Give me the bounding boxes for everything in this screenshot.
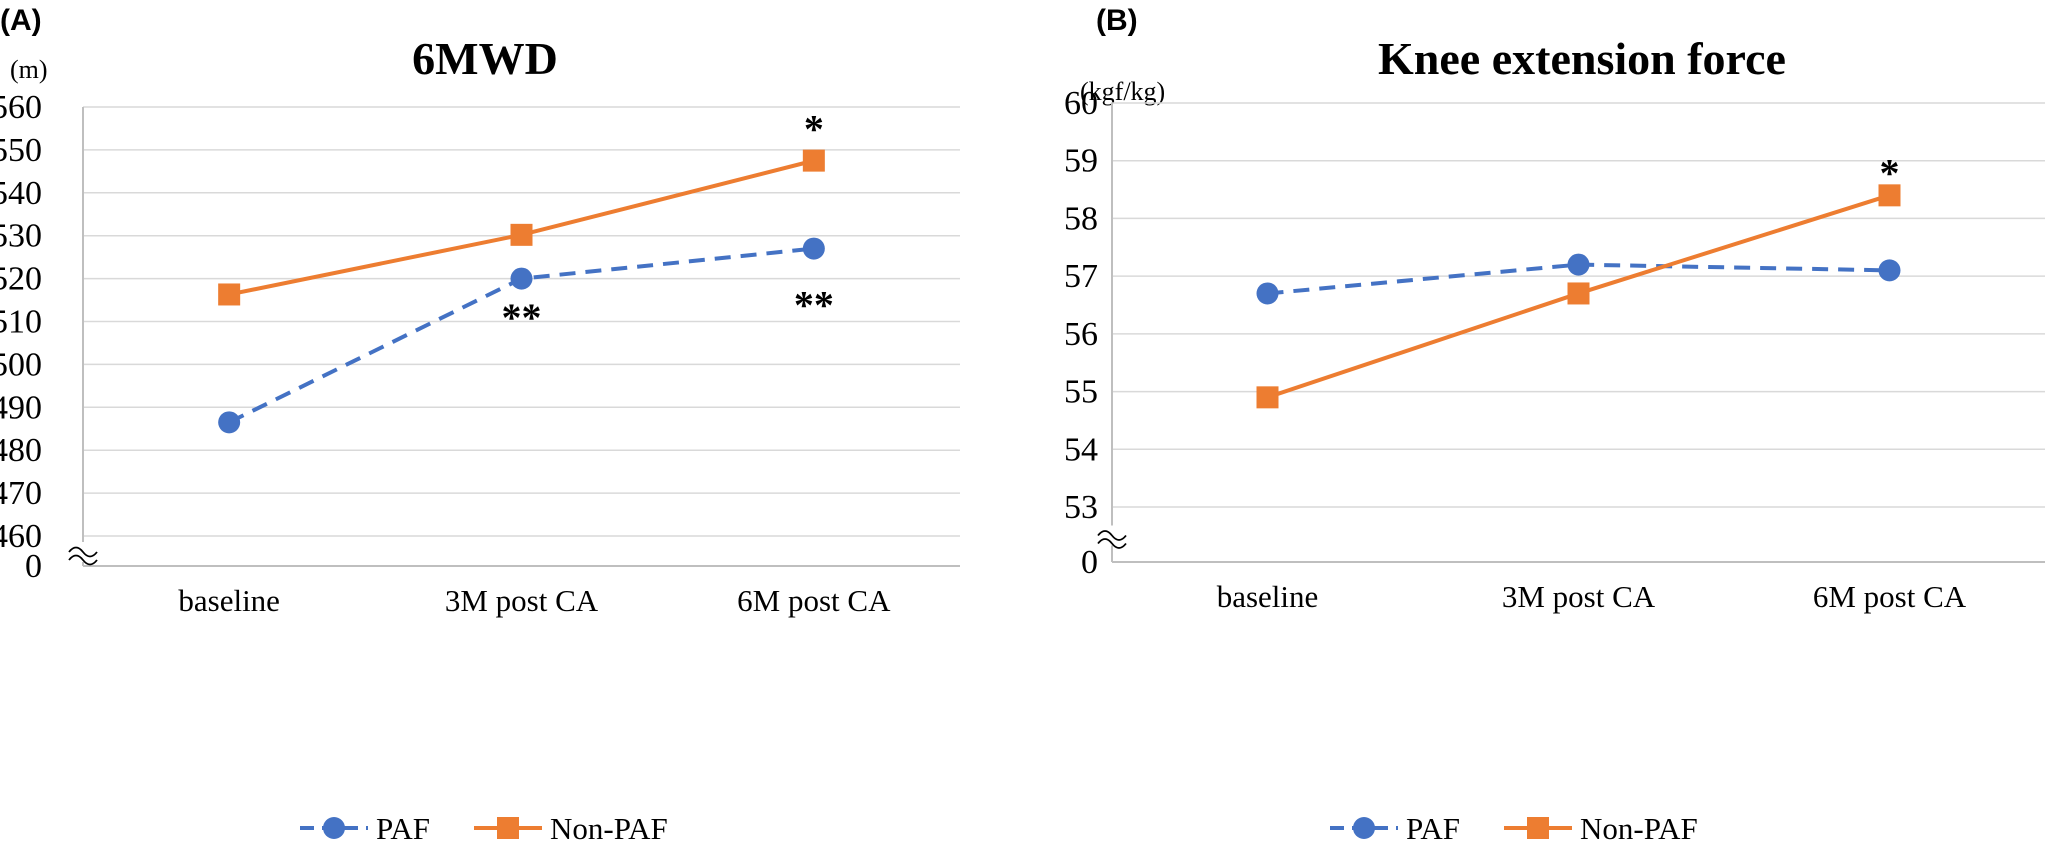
axis-break-icon xyxy=(1097,530,1127,541)
legend-marker-paf xyxy=(1353,817,1375,839)
data-point-paf xyxy=(510,267,533,290)
data-point-non-paf xyxy=(802,149,825,172)
x-tick-label: 3M post CA xyxy=(445,583,599,618)
data-point-paf xyxy=(1567,253,1590,276)
chart-title: 6MWD xyxy=(412,33,558,84)
legend-marker-paf xyxy=(323,817,345,839)
data-point-paf xyxy=(1878,259,1901,282)
y-tick-label: 0 xyxy=(1081,544,1098,581)
y-tick-label: 54 xyxy=(1064,431,1098,468)
y-tick-label: 510 xyxy=(0,304,42,341)
axis-break-icon xyxy=(68,546,98,558)
chart-title: Knee extension force xyxy=(1378,33,1786,84)
y-tick-label: 59 xyxy=(1064,143,1098,180)
y-tick-label: 55 xyxy=(1064,374,1098,411)
y-tick-label: 480 xyxy=(0,432,42,469)
panel-label: (B) xyxy=(1096,4,1138,37)
y-tick-label: 60 xyxy=(1064,85,1098,122)
y-tick-label: 560 xyxy=(0,89,42,126)
significance-marker: * xyxy=(804,106,824,151)
y-tick-label: 500 xyxy=(0,346,42,383)
legend-marker-non-paf xyxy=(1527,817,1549,839)
chart-panel-a: (A) 6MWD (m) 0460 470 480 490 500 510 520 530 540 55… xyxy=(0,4,960,846)
axis-break-icon xyxy=(68,554,98,566)
y-tick-label: 57 xyxy=(1064,258,1098,295)
legend-label: Non-PAF xyxy=(1580,811,1698,846)
x-tick-label: baseline xyxy=(1217,579,1319,614)
y-tick-label: 58 xyxy=(1064,200,1098,237)
legend-label: PAF xyxy=(376,811,430,846)
y-tick-label: 53 xyxy=(1064,489,1098,526)
legend-label: Non-PAF xyxy=(550,811,668,846)
y-tick-label: 530 xyxy=(0,218,42,255)
x-tick-label: baseline xyxy=(178,583,280,618)
data-point-non-paf xyxy=(1878,184,1901,207)
chart-panel-b: (B) Knee extension force (kgf/kg) 0 53 54 55 56… xyxy=(1064,4,2045,846)
y-tick-label: 490 xyxy=(0,389,42,426)
significance-marker: * xyxy=(1880,150,1900,195)
legend-label: PAF xyxy=(1406,811,1460,846)
y-tick-label: 540 xyxy=(0,175,42,212)
data-point-paf xyxy=(1256,282,1279,305)
y-tick-label: 520 xyxy=(0,261,42,298)
panel-label: (A) xyxy=(0,4,42,37)
y-axis-unit: (kgf/kg) xyxy=(1080,77,1165,106)
axis-break-icon xyxy=(1097,538,1127,549)
data-point-non-paf xyxy=(1256,386,1279,409)
x-tick-label: 6M post CA xyxy=(1813,579,1967,614)
data-point-non-paf xyxy=(218,283,241,306)
significance-marker: ** xyxy=(794,282,834,327)
y-tick-label: 0 xyxy=(25,548,42,585)
data-point-non-paf xyxy=(510,223,533,246)
data-point-non-paf xyxy=(1567,282,1590,305)
data-point-paf xyxy=(218,411,241,434)
significance-marker: ** xyxy=(502,295,542,340)
legend-marker-non-paf xyxy=(497,817,519,839)
x-tick-label: 3M post CA xyxy=(1502,579,1656,614)
y-tick-label: 460 xyxy=(0,518,42,555)
x-tick-label: 6M post CA xyxy=(737,583,891,618)
y-axis-unit: (m) xyxy=(10,55,48,84)
y-tick-label: 470 xyxy=(0,475,42,512)
data-point-paf xyxy=(802,237,825,260)
y-tick-label: 550 xyxy=(0,132,42,169)
y-tick-label: 56 xyxy=(1064,316,1098,353)
